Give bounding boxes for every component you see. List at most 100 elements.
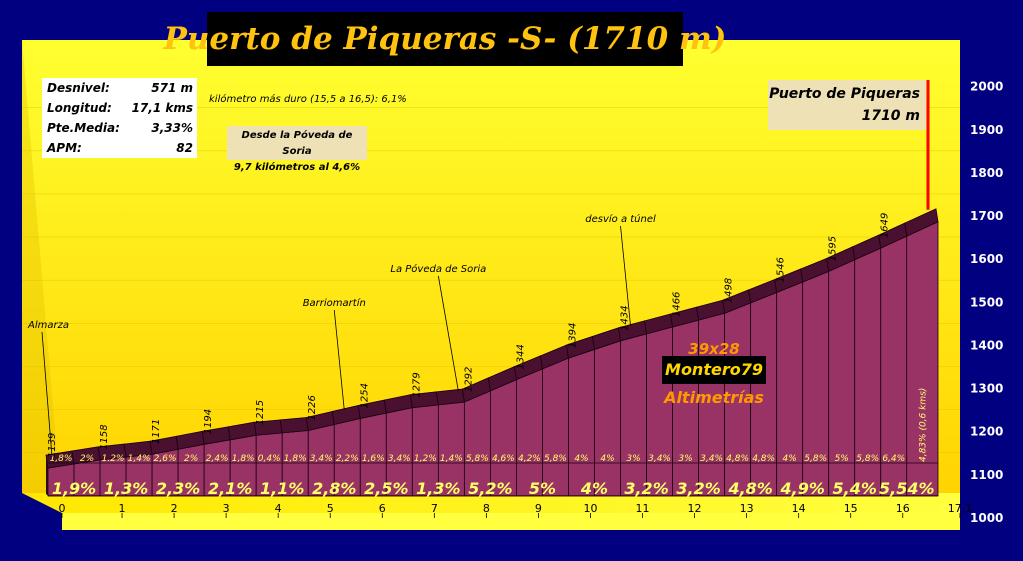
altitude-labels: 1139 1158 1171 1194 1215 1226 1254 1279 1292 1344… <box>47 213 891 458</box>
stats-panel: Desnivel: 571 m Longitud: 17,1 kms Pte.Med… <box>42 78 197 158</box>
y-tick-label: 1800 <box>970 166 1003 180</box>
hardest-km-note: kilómetro más duro (15,5 a 16,5): 6,1% <box>209 94 407 105</box>
profile-bar <box>516 368 543 497</box>
profile-bar <box>620 333 647 497</box>
half-km-label: 3% <box>678 454 692 464</box>
half-km-label: 3,4% <box>310 454 333 464</box>
altitude-label: 1279 <box>411 372 422 397</box>
half-km-label: 5,8% <box>804 454 827 464</box>
stat-row-pendiente: Pte.Media: 3,33% <box>47 121 193 135</box>
km-gradient-label: 5,2% <box>468 479 512 498</box>
x-tick-label: 5 <box>327 502 334 515</box>
x-tick-label: 1 <box>119 502 126 515</box>
half-km-label: 3,4% <box>700 454 723 464</box>
half-km-label: 4,2% <box>518 454 541 464</box>
watermark-site: Altimetrías <box>664 388 764 407</box>
x-tick-label: 10 <box>583 502 597 515</box>
x-tick-label: 4 <box>275 502 282 515</box>
km-gradient-label: 2,5% <box>364 479 408 498</box>
km-gradient-label: 3,2% <box>676 479 720 498</box>
chart-title: Puerto de Piqueras -S- (1710 m) <box>163 21 727 57</box>
y-tick-label: 1700 <box>970 209 1003 223</box>
altitude-label: 1498 <box>724 278 735 303</box>
half-km-label: 4% <box>600 454 614 464</box>
altitude-label: 1254 <box>359 383 370 408</box>
y-axis: 1000 1100 1200 1300 1400 1500 1600 1700 1800 1900… <box>970 80 1003 525</box>
x-tick-label: 6 <box>379 502 386 515</box>
x-tick-label: 8 <box>483 502 490 515</box>
annotation-leader <box>620 225 631 326</box>
place-annotation: Almarza <box>27 320 69 331</box>
stat-row-apm: APM: 82 <box>47 141 193 155</box>
half-km-label: 1,2% <box>414 454 437 464</box>
poveda-note-line-2: 9,7 kilómetros al 4,6% <box>233 162 361 173</box>
profile-bar <box>568 348 595 497</box>
half-km-label: 1,4% <box>440 454 463 464</box>
km-gradient-label: 4,9% <box>779 479 824 498</box>
plot-left-wall <box>22 40 62 513</box>
x-tick-label: 17,1 <box>948 502 973 515</box>
half-km-label: 1,4% <box>128 454 151 464</box>
y-tick-label: 2000 <box>970 80 1003 94</box>
place-annotation: La Póveda de Soria <box>390 263 486 275</box>
y-tick-label: 1900 <box>970 123 1003 137</box>
half-km-label: 4,8% <box>752 454 775 464</box>
altitude-label: 1546 <box>776 257 787 282</box>
altitude-label: 1158 <box>99 424 110 449</box>
half-km-label: 1.2% <box>102 454 125 464</box>
half-km-label: 2% <box>80 454 94 464</box>
km-gradient-label: 5,4% <box>833 479 877 498</box>
y-tick-label: 1200 <box>970 425 1003 439</box>
stat-row-desnivel: Desnivel: 571 m <box>47 81 193 95</box>
x-tick-label: 13 <box>740 502 754 515</box>
x-tick-label: 15 <box>844 502 858 515</box>
km-gradient-label: 1,3% <box>104 479 148 498</box>
km-gradient-label: 2,8% <box>312 479 356 498</box>
profile-bar <box>542 357 569 497</box>
altitude-label: 1194 <box>203 409 214 434</box>
y-tick-label: 1300 <box>970 382 1003 396</box>
place-annotations: Almarza Barriomartín La Póveda de Soria des… <box>27 213 656 458</box>
half-km-label: 3,4% <box>388 454 411 464</box>
stat-row-longitud: Longitud: 17,1 kms <box>47 101 193 115</box>
half-km-label: 4% <box>574 454 588 464</box>
poveda-note-line-1: Desde la Póveda de Soria <box>241 130 353 157</box>
km-gradient-label: 1,9% <box>52 479 96 498</box>
half-km-label: 1,8% <box>50 454 73 464</box>
km-gradient-labels: 1,9% 1,3% 2,3% 2,1% 1,1% 2,8% 2,5% 1,3% 5,2% 5% 4%… <box>52 479 935 498</box>
place-annotation: desvío a túnel <box>585 213 656 225</box>
x-tick-label: 7 <box>431 502 438 515</box>
half-km-label: 5,8% <box>856 454 879 464</box>
altitude-label: 1344 <box>515 344 526 369</box>
half-km-label: 2% <box>184 454 198 464</box>
half-km-label: 3% <box>626 454 640 464</box>
half-km-label: 2,4% <box>206 454 229 464</box>
profile-side-face <box>46 455 48 496</box>
watermark-gear: 39x28 <box>688 340 740 358</box>
km-gradient-label: 4,8% <box>727 479 772 498</box>
plot-floor <box>22 493 960 513</box>
half-km-label: 3,4% <box>648 454 671 464</box>
annotation-leader <box>437 275 459 392</box>
y-tick-label: 1100 <box>970 468 1003 482</box>
half-km-label: 6,4% <box>882 454 905 464</box>
place-annotation: Barriomartín <box>303 297 366 309</box>
half-km-label: 5% <box>835 454 849 464</box>
y-tick-label: 1600 <box>970 252 1003 266</box>
y-tick-label: 1500 <box>970 295 1003 309</box>
summit-name: Puerto de Piqueras <box>769 86 920 102</box>
altitude-label: 1139 <box>47 433 58 458</box>
chart-title-box: Puerto de Piqueras -S- (1710 m) <box>164 12 726 66</box>
km-gradient-label: 4% <box>580 479 608 498</box>
profile-bar <box>594 340 621 497</box>
half-km-label: 4% <box>783 454 797 464</box>
y-tick-label: 1000 <box>970 511 1003 525</box>
x-tick-label: 12 <box>688 502 702 515</box>
half-km-label: 1,8% <box>232 454 255 464</box>
altitude-label: 1171 <box>151 419 162 444</box>
altitude-label: 1434 <box>620 305 631 330</box>
km-gradient-label: 5% <box>529 479 556 498</box>
km-gradient-label: 5,54% <box>879 479 935 498</box>
km-gradient-label: 3,2% <box>624 479 668 498</box>
